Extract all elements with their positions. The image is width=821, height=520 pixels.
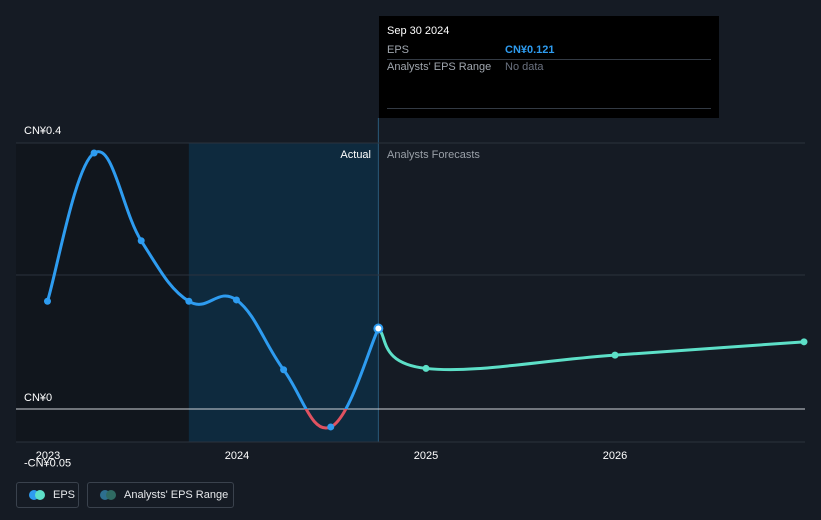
x-tick-label: 2025 — [414, 450, 438, 462]
eps-point[interactable] — [373, 323, 384, 334]
legend-eps[interactable]: EPS — [16, 482, 79, 508]
eps-point[interactable] — [137, 237, 145, 245]
tooltip-row-range: Analysts' EPS Range No data — [387, 59, 711, 76]
forecast-point[interactable] — [611, 351, 619, 359]
highlight-band — [188, 143, 379, 442]
eps-point[interactable] — [327, 423, 335, 431]
actual-label: Actual — [340, 149, 371, 161]
forecast-point[interactable] — [800, 338, 808, 346]
tooltip-label: Analysts' EPS Range — [387, 61, 492, 73]
eps-line-negative — [304, 409, 348, 430]
forecast-line — [377, 327, 805, 372]
forecast-point[interactable] — [422, 364, 430, 372]
y-tick-label: -CN¥0.05 — [24, 457, 71, 469]
past-band — [16, 143, 189, 442]
range-legend-icon — [100, 490, 116, 500]
x-tick-label: 2023 — [36, 450, 60, 462]
eps-legend-icon — [29, 490, 45, 500]
eps-point[interactable] — [43, 297, 51, 305]
x-tick-label: 2026 — [603, 450, 627, 462]
forecast-label: Analysts Forecasts — [387, 149, 480, 161]
tooltip: Sep 30 2024 EPS CN¥0.121 Analysts' EPS R… — [379, 16, 719, 118]
x-tick-label: 2024 — [225, 450, 249, 462]
tooltip-value: No data — [505, 61, 544, 73]
tooltip-date: Sep 30 2024 — [387, 25, 450, 37]
eps-point[interactable] — [280, 366, 288, 374]
legend-eps-label: EPS — [53, 489, 76, 501]
eps-point[interactable] — [90, 149, 98, 157]
eps-point[interactable] — [185, 297, 193, 305]
tooltip-divider — [387, 108, 711, 109]
tooltip-row-eps: EPS CN¥0.121 — [387, 42, 711, 60]
tooltip-label: EPS — [387, 44, 410, 56]
y-tick-label: CN¥0 — [24, 392, 52, 404]
legend-range[interactable]: Analysts' EPS Range — [87, 482, 234, 508]
legend-range-label: Analysts' EPS Range — [124, 489, 229, 501]
tooltip-value: CN¥0.121 — [505, 44, 555, 56]
eps-point[interactable] — [232, 296, 240, 304]
y-tick-label: CN¥0.4 — [24, 125, 61, 137]
